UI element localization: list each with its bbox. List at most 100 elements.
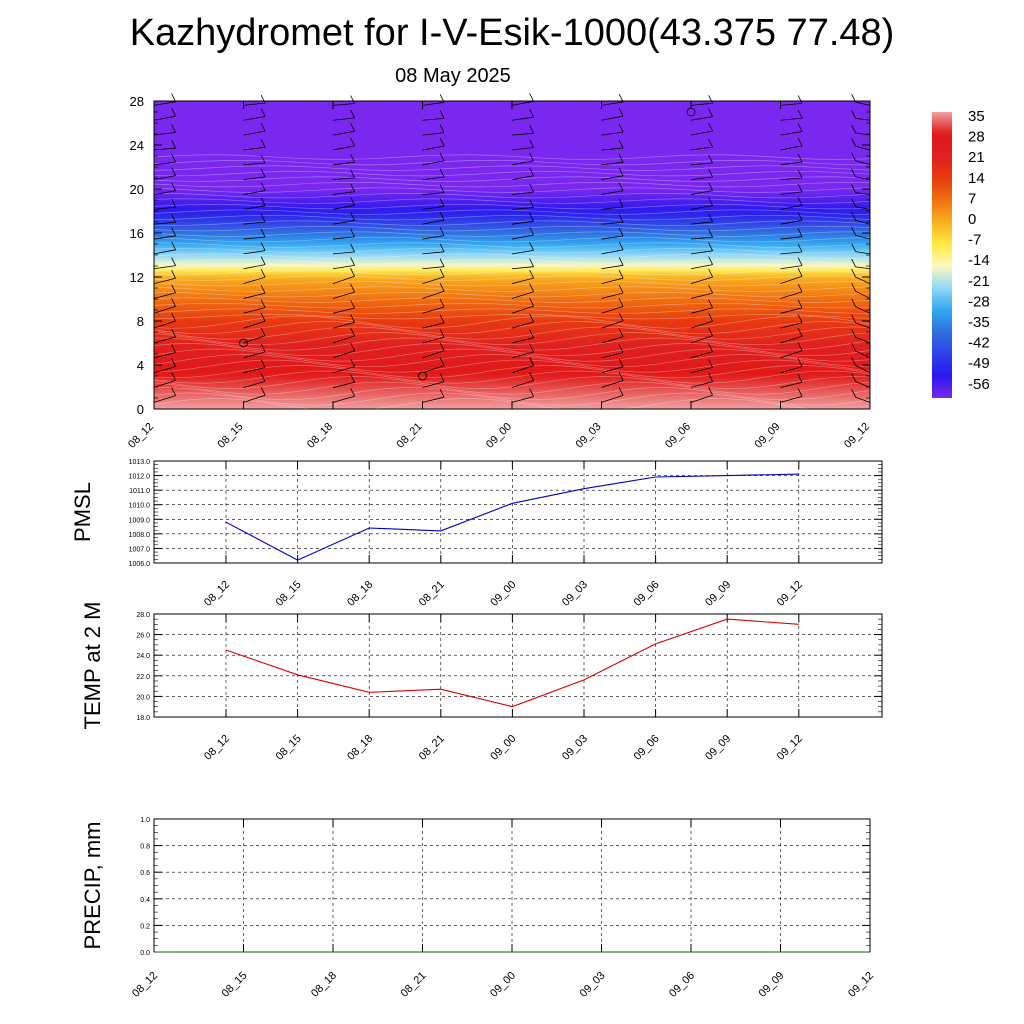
contour-line	[154, 313, 870, 320]
wind-barb	[422, 101, 445, 106]
wind-barb-feather	[529, 269, 534, 279]
y-tick-label: 1012.0	[129, 474, 151, 481]
wind-barb	[780, 366, 803, 374]
wind-barb	[511, 305, 534, 314]
wind-barb	[601, 206, 624, 210]
wind-barb	[855, 322, 871, 329]
wind-barb	[422, 235, 445, 240]
wind-barb-feather	[708, 299, 713, 308]
contour-line	[154, 258, 870, 265]
wind-barb	[690, 116, 713, 121]
wind-barb-feather	[851, 357, 856, 366]
x-tick-label: 08_15	[274, 733, 304, 763]
wind-barb-feather	[618, 358, 624, 367]
wind-barb-feather	[529, 357, 534, 366]
wind-barb	[601, 277, 624, 284]
colorbar-label: -21	[968, 273, 990, 290]
wind-barb	[243, 236, 266, 240]
contour-line	[154, 198, 870, 204]
wind-barb-feather	[529, 93, 534, 102]
wind-barb-feather	[439, 357, 445, 366]
wind-barb-feather	[851, 329, 856, 338]
wind-barb	[153, 101, 176, 106]
x-tick-label: 09_09	[703, 733, 733, 763]
y-tick-label: 1010.0	[129, 503, 151, 510]
colorbar-label: 7	[968, 190, 976, 207]
plot-frame	[153, 460, 883, 564]
wind-barb-feather	[260, 94, 266, 104]
wind-barb	[422, 206, 445, 210]
wind-barb-feather	[529, 343, 534, 353]
wind-barb-feather	[171, 358, 176, 367]
wind-barb-feather	[618, 270, 624, 279]
wind-barb	[855, 206, 871, 210]
contour-line	[154, 269, 870, 276]
colorbar-label: 28	[968, 129, 985, 146]
wind-barb-feather	[350, 388, 355, 397]
colorbar-label: -56	[968, 376, 990, 393]
wind-barbs	[153, 93, 871, 403]
wind-barb-feather	[350, 268, 355, 277]
wind-barb-feather	[171, 257, 176, 266]
wind-barb-feather	[260, 168, 266, 178]
wind-barb-feather	[708, 313, 713, 322]
colorbar-label: -35	[968, 314, 990, 331]
contour-line	[154, 337, 870, 351]
wind-barb-feather	[171, 298, 176, 307]
wind-barb-feather	[171, 153, 176, 163]
wind-barb	[690, 320, 713, 329]
y-tick-label: 24	[130, 138, 144, 153]
wind-barb	[780, 291, 803, 299]
wind-barb-feather	[260, 154, 266, 164]
wind-barb	[332, 191, 355, 195]
wind-barb-feather	[171, 93, 176, 102]
wind-barb-feather	[529, 125, 534, 134]
wind-barb	[855, 234, 871, 240]
contour-line	[154, 387, 870, 401]
wind-barb	[855, 219, 871, 225]
wind-barb	[153, 336, 176, 344]
wind-barb	[690, 335, 713, 344]
wind-barb	[422, 219, 445, 225]
wind-barb-feather	[618, 284, 624, 294]
wind-barb-feather	[350, 137, 355, 147]
wind-barb	[780, 381, 803, 388]
wind-barb	[332, 117, 355, 121]
y-axis-title: PRECIP, mm	[80, 822, 105, 950]
wind-barb-feather	[350, 314, 355, 323]
contour-line	[154, 159, 870, 166]
colorbar: 35 28 21 14 7 0 -7 -14 -21 -28 -35 -42 -49 -56	[932, 108, 990, 398]
wind-barb-feather	[171, 241, 176, 250]
wind-barb	[780, 205, 803, 210]
wind-barb	[601, 249, 624, 255]
wind-barb	[332, 322, 355, 329]
wind-barb-feather	[618, 198, 624, 208]
wind-barb-feather	[439, 314, 445, 324]
x-tick-label: 09_00	[488, 733, 518, 763]
wind-barb-feather	[618, 227, 624, 237]
wind-barb-feather	[797, 197, 803, 206]
x-tick-label: 08_12	[202, 579, 232, 609]
wind-barb	[422, 251, 445, 255]
wind-barb-feather	[260, 285, 266, 294]
wind-barb-feather	[260, 197, 266, 206]
colorbar-label: 21	[968, 149, 985, 166]
x-tick-label: 09_09	[757, 970, 787, 1000]
wind-barb-feather	[350, 197, 355, 206]
wind-barb	[511, 100, 534, 106]
wind-barb	[243, 394, 266, 403]
wind-barb-feather	[797, 342, 803, 351]
wind-barb-feather	[797, 95, 803, 104]
wind-barb-feather	[171, 270, 176, 279]
wind-barb-feather	[260, 387, 266, 396]
contour-line	[154, 291, 870, 298]
wind-barb-feather	[708, 95, 713, 104]
wind-barb	[780, 177, 803, 181]
wind-barb	[243, 176, 266, 181]
y-tick-label: 0.4	[140, 897, 150, 904]
wind-barb	[601, 131, 624, 136]
contour-line	[154, 286, 870, 292]
wind-barb-feather	[439, 168, 445, 178]
wind-barb-feather	[171, 198, 176, 208]
y-tick-label: 20.0	[136, 694, 150, 701]
